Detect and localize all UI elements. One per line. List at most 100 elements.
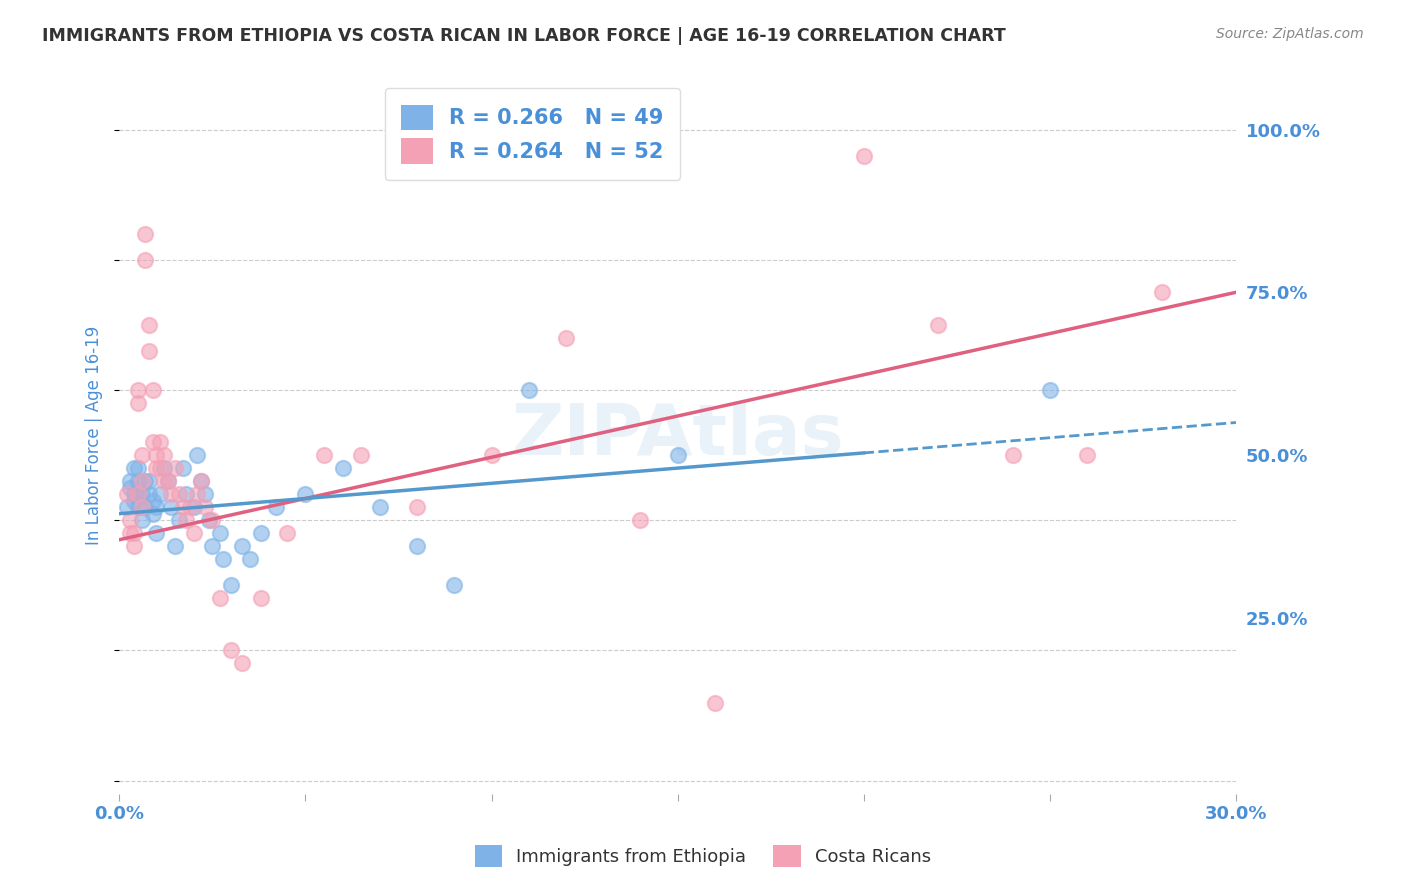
Point [703, 696, 725, 710]
Point [174, 487, 197, 501]
Point [628, 513, 651, 527]
Point [190, 474, 212, 488]
Point [294, 487, 316, 501]
Point [276, 526, 298, 541]
Point [201, 513, 224, 527]
Point [120, 481, 142, 495]
Point [406, 500, 429, 515]
Point [153, 448, 176, 462]
Point [174, 513, 197, 527]
Point [194, 487, 217, 501]
Point [350, 448, 373, 462]
Point [122, 461, 145, 475]
Point [332, 461, 354, 475]
Point [149, 487, 172, 501]
Point [406, 539, 429, 553]
Point [249, 526, 271, 541]
Point [186, 448, 208, 462]
Point [156, 474, 179, 488]
Point [172, 500, 194, 515]
Point [131, 513, 153, 527]
Point [197, 513, 219, 527]
Point [131, 474, 153, 488]
Point [666, 448, 689, 462]
Point [368, 500, 391, 515]
Point [122, 539, 145, 553]
Point [122, 487, 145, 501]
Point [142, 383, 165, 397]
Point [186, 487, 208, 501]
Text: IMMIGRANTS FROM ETHIOPIA VS COSTA RICAN IN LABOR FORCE | AGE 16-19 CORRELATION C: IMMIGRANTS FROM ETHIOPIA VS COSTA RICAN … [42, 27, 1005, 45]
Point [153, 461, 176, 475]
Point [138, 318, 160, 332]
Point [131, 448, 153, 462]
Point [167, 487, 190, 501]
Point [183, 500, 205, 515]
Point [156, 474, 179, 488]
Point [1076, 448, 1098, 462]
Point [127, 461, 149, 475]
Point [927, 318, 949, 332]
Point [183, 526, 205, 541]
Point [142, 493, 165, 508]
Point [127, 487, 149, 501]
Point [145, 500, 167, 515]
Point [149, 435, 172, 450]
Text: ZIPAtlas: ZIPAtlas [512, 401, 844, 470]
Point [127, 487, 149, 501]
Point [1039, 383, 1062, 397]
Point [167, 513, 190, 527]
Point [145, 461, 167, 475]
Point [555, 331, 578, 345]
Point [134, 474, 156, 488]
Point [194, 500, 217, 515]
Point [115, 487, 138, 501]
Point [219, 578, 242, 592]
Point [149, 461, 172, 475]
Point [238, 552, 260, 566]
Point [231, 657, 253, 671]
Point [145, 448, 167, 462]
Point [208, 591, 231, 606]
Point [153, 474, 176, 488]
Point [120, 526, 142, 541]
Point [145, 526, 167, 541]
Point [134, 500, 156, 515]
Point [134, 227, 156, 241]
Point [190, 474, 212, 488]
Point [443, 578, 465, 592]
Point [127, 383, 149, 397]
Point [1150, 285, 1173, 300]
Point [138, 474, 160, 488]
Point [312, 448, 335, 462]
Point [138, 487, 160, 501]
Point [249, 591, 271, 606]
Point [852, 148, 875, 162]
Point [122, 493, 145, 508]
Point [165, 461, 187, 475]
Point [134, 252, 156, 267]
Point [208, 526, 231, 541]
Point [142, 507, 165, 521]
Point [481, 448, 503, 462]
Legend: R = 0.266   N = 49, R = 0.264   N = 52: R = 0.266 N = 49, R = 0.264 N = 52 [385, 87, 681, 180]
Y-axis label: In Labor Force | Age 16-19: In Labor Force | Age 16-19 [86, 326, 103, 545]
Point [165, 539, 187, 553]
Point [160, 487, 183, 501]
Point [212, 552, 235, 566]
Point [127, 396, 149, 410]
Point [115, 500, 138, 515]
Point [120, 513, 142, 527]
Point [138, 343, 160, 358]
Point [120, 474, 142, 488]
Point [179, 500, 201, 515]
Point [127, 500, 149, 515]
Point [219, 643, 242, 657]
Point [201, 539, 224, 553]
Point [264, 500, 287, 515]
Point [131, 487, 153, 501]
Point [517, 383, 540, 397]
Point [1001, 448, 1024, 462]
Legend: Immigrants from Ethiopia, Costa Ricans: Immigrants from Ethiopia, Costa Ricans [468, 838, 938, 874]
Point [172, 461, 194, 475]
